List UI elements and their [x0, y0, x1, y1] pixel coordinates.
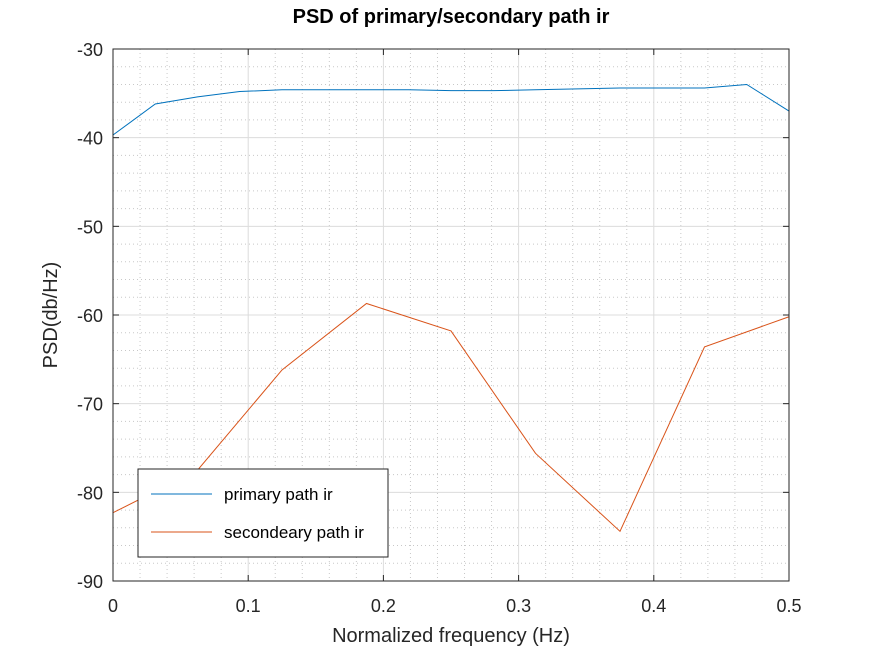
series-group: [112, 83, 790, 533]
x-tick-label: 0.2: [371, 596, 396, 616]
y-tick-label: -30: [77, 40, 103, 60]
chart-title: PSD of primary/secondary path ir: [293, 6, 610, 28]
x-tick-label: 0.1: [236, 596, 261, 616]
x-tick-label: 0.3: [506, 596, 531, 616]
legend-box: [137, 468, 389, 558]
y-tick-label: -90: [77, 572, 103, 592]
x-axis-ticks: 0 0.1 0.2 0.3 0.4 0.5: [108, 49, 802, 616]
y-tick-label: -40: [77, 129, 103, 149]
x-tick-label: 0.5: [776, 596, 801, 616]
y-tick-label: -60: [77, 306, 103, 326]
series-line-0: [112, 83, 790, 136]
x-axis-label: Normalized frequency (Hz): [332, 625, 570, 647]
legend-secondary-label: secondeary path ir: [224, 523, 364, 542]
y-axis-ticks: -90 -80 -70 -60 -50 -40 -30: [77, 40, 789, 592]
x-tick-label: 0: [108, 596, 118, 616]
legend-primary-label: primary path ir: [224, 485, 333, 504]
y-tick-label: -70: [77, 395, 103, 415]
legend: primary path ir secondeary path ir: [137, 468, 389, 558]
x-tick-label: 0.4: [641, 596, 666, 616]
y-axis-label: PSD(db/Hz): [40, 262, 62, 369]
series-line-1: [112, 302, 790, 533]
y-tick-label: -50: [77, 217, 103, 237]
y-tick-label: -80: [77, 483, 103, 503]
